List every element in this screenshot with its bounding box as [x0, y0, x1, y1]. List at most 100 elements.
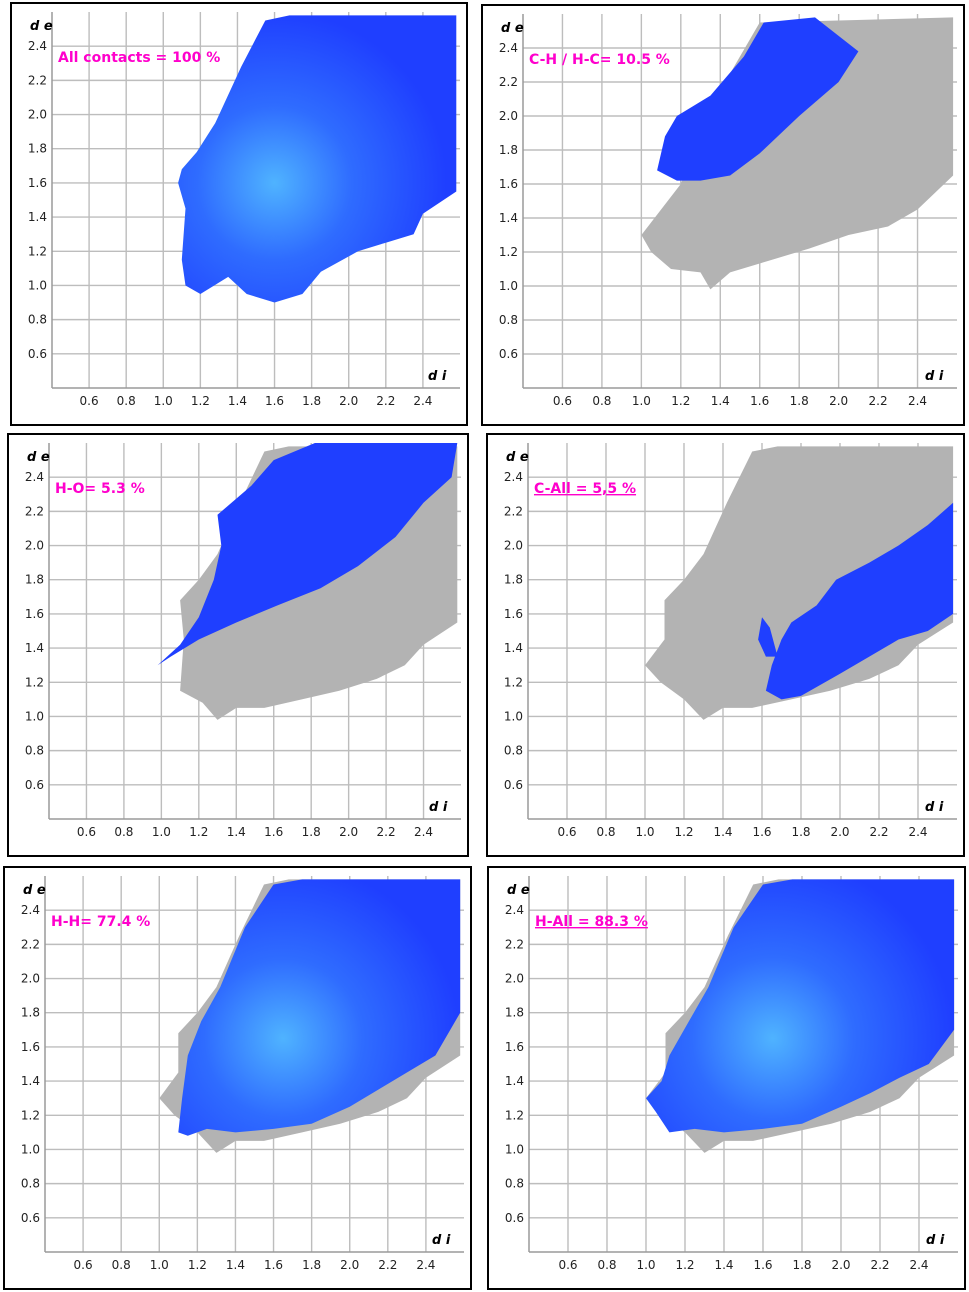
y-tick-label: 1.2 [25, 675, 44, 689]
y-tick-label: 0.6 [505, 1211, 524, 1225]
x-tick-label: 2.4 [416, 1258, 435, 1272]
y-tick-label: 1.0 [25, 709, 44, 723]
x-tick-label: 1.4 [226, 1258, 245, 1272]
x-tick-label: 1.4 [714, 1258, 733, 1272]
y-tick-label: 2.4 [21, 903, 40, 917]
x-tick-label: 2.0 [340, 1258, 359, 1272]
y-tick-label: 2.0 [504, 539, 523, 553]
fingerprint-highlight-region [178, 879, 461, 1136]
x-tick-label: 2.4 [909, 1258, 928, 1272]
x-tick-label: 0.8 [112, 1258, 131, 1272]
y-axis-label: d e [30, 19, 53, 34]
x-tick-label: 1.6 [264, 1258, 283, 1272]
x-tick-label: 2.4 [908, 394, 927, 408]
x-tick-label: 2.2 [377, 825, 396, 839]
fingerprint-plot-svg: 0.6 0.8 1.0 1.2 1.4 1.6 1.8 2.0 2.2 2.4 0.6 0.8 1.0 1… [499, 14, 957, 408]
y-axis-label: d e [27, 450, 50, 465]
fingerprint-plot-svg: 0.6 0.8 1.0 1.2 1.4 1.6 1.8 2.0 2.2 2.4 0.6 0.8 1.0 1… [505, 876, 958, 1272]
fingerprint-highlight-region [765, 502, 954, 700]
fingerprint-panel-c-h: 0.6 0.8 1.0 1.2 1.4 1.6 1.8 2.0 2.2 2.4 0.6 0.8 1.0 1… [481, 4, 965, 426]
fingerprint-panel-h-h: 0.6 0.8 1.0 1.2 1.4 1.6 1.8 2.0 2.2 2.4 0.6 0.8 1.0 1… [3, 866, 472, 1290]
y-axis-label: d e [506, 450, 529, 465]
x-tick-label: 1.2 [674, 825, 693, 839]
y-tick-label: 2.2 [504, 504, 523, 518]
y-tick-label: 0.8 [505, 1177, 524, 1191]
y-tick-label: 0.6 [499, 347, 518, 361]
y-tick-label: 2.4 [504, 470, 523, 484]
x-tick-label: 1.2 [189, 825, 208, 839]
y-tick-label: 1.6 [25, 607, 44, 621]
x-tick-label: 2.2 [378, 1258, 397, 1272]
y-tick-label: 1.2 [21, 1108, 40, 1122]
contact-percentage-label: C-All = 5,5 % [534, 481, 636, 497]
x-tick-label: 1.0 [152, 825, 171, 839]
y-tick-label: 1.2 [505, 1108, 524, 1122]
fingerprint-panel-c-all: 0.6 0.8 1.0 1.2 1.4 1.6 1.8 2.0 2.2 2.4 0.6 0.8 1.0 1… [486, 433, 965, 857]
fingerprint-plot-svg: 0.6 0.8 1.0 1.2 1.4 1.6 1.8 2.0 2.2 2.4 0.6 0.8 1.0 1… [504, 443, 957, 839]
x-tick-label: 0.6 [77, 825, 96, 839]
y-tick-label: 0.6 [21, 1211, 40, 1225]
y-axis-label: d e [501, 21, 524, 36]
fingerprint-highlight-region [657, 17, 859, 181]
y-tick-label: 2.2 [505, 937, 524, 951]
x-tick-label: 0.6 [558, 1258, 577, 1272]
x-tick-label: 1.0 [154, 394, 173, 408]
x-tick-label: 1.0 [150, 1258, 169, 1272]
x-tick-label: 1.4 [713, 825, 732, 839]
fingerprint-highlight-region [646, 879, 955, 1133]
x-tick-label: 1.0 [636, 1258, 655, 1272]
x-tick-label: 0.8 [596, 825, 615, 839]
y-tick-label: 1.8 [505, 1006, 524, 1020]
y-tick-label: 1.0 [28, 278, 47, 292]
x-tick-label: 2.2 [376, 394, 395, 408]
x-tick-label: 2.2 [869, 825, 888, 839]
x-tick-label: 1.8 [302, 825, 321, 839]
data-layer [157, 443, 458, 720]
fingerprint-highlight-region [758, 617, 778, 657]
y-tick-label: 1.6 [28, 176, 47, 190]
x-tick-label: 2.0 [829, 394, 848, 408]
x-tick-label: 2.4 [414, 825, 433, 839]
y-tick-label: 0.6 [25, 778, 44, 792]
y-tick-label: 2.4 [25, 470, 44, 484]
x-tick-label: 0.8 [597, 1258, 616, 1272]
fingerprint-panel-h-all: 0.6 0.8 1.0 1.2 1.4 1.6 1.8 2.0 2.2 2.4 0.6 0.8 1.0 1… [487, 866, 966, 1290]
y-tick-label: 1.8 [21, 1006, 40, 1020]
y-tick-label: 2.2 [499, 75, 518, 89]
y-tick-label: 0.8 [504, 744, 523, 758]
x-tick-label: 2.4 [908, 825, 927, 839]
x-tick-label: 1.0 [632, 394, 651, 408]
x-tick-label: 2.0 [830, 825, 849, 839]
y-tick-label: 1.0 [21, 1142, 40, 1156]
x-tick-label: 0.6 [80, 394, 99, 408]
y-tick-label: 1.2 [504, 675, 523, 689]
x-tick-label: 1.2 [671, 394, 690, 408]
x-tick-label: 1.2 [675, 1258, 694, 1272]
y-tick-label: 1.2 [28, 244, 47, 258]
x-tick-label: 1.4 [228, 394, 247, 408]
x-tick-label: 1.8 [791, 825, 810, 839]
x-axis-label: d i [428, 369, 447, 384]
y-tick-label: 2.0 [25, 539, 44, 553]
y-tick-label: 1.4 [504, 641, 523, 655]
x-tick-label: 2.0 [339, 825, 358, 839]
y-tick-label: 1.0 [504, 709, 523, 723]
fingerprint-background-region [641, 17, 954, 290]
y-tick-label: 1.8 [504, 573, 523, 587]
x-axis-label: d i [432, 1233, 451, 1248]
data-layer [641, 17, 954, 290]
x-tick-label: 2.4 [413, 394, 432, 408]
y-tick-label: 1.6 [504, 607, 523, 621]
x-axis-label: d i [925, 369, 944, 384]
x-tick-label: 1.6 [264, 825, 283, 839]
y-tick-label: 2.2 [25, 504, 44, 518]
y-tick-label: 1.0 [505, 1142, 524, 1156]
contact-percentage-label: H-All = 88.3 % [535, 914, 648, 930]
y-tick-label: 0.8 [25, 744, 44, 758]
x-tick-label: 2.2 [870, 1258, 889, 1272]
x-tick-label: 0.6 [74, 1258, 93, 1272]
y-tick-label: 2.4 [505, 903, 524, 917]
fingerprint-panel-h-o: 0.6 0.8 1.0 1.2 1.4 1.6 1.8 2.0 2.2 2.4 0.6 0.8 1.0 1… [7, 433, 469, 857]
x-tick-label: 1.6 [265, 394, 284, 408]
x-tick-label: 0.6 [557, 825, 576, 839]
